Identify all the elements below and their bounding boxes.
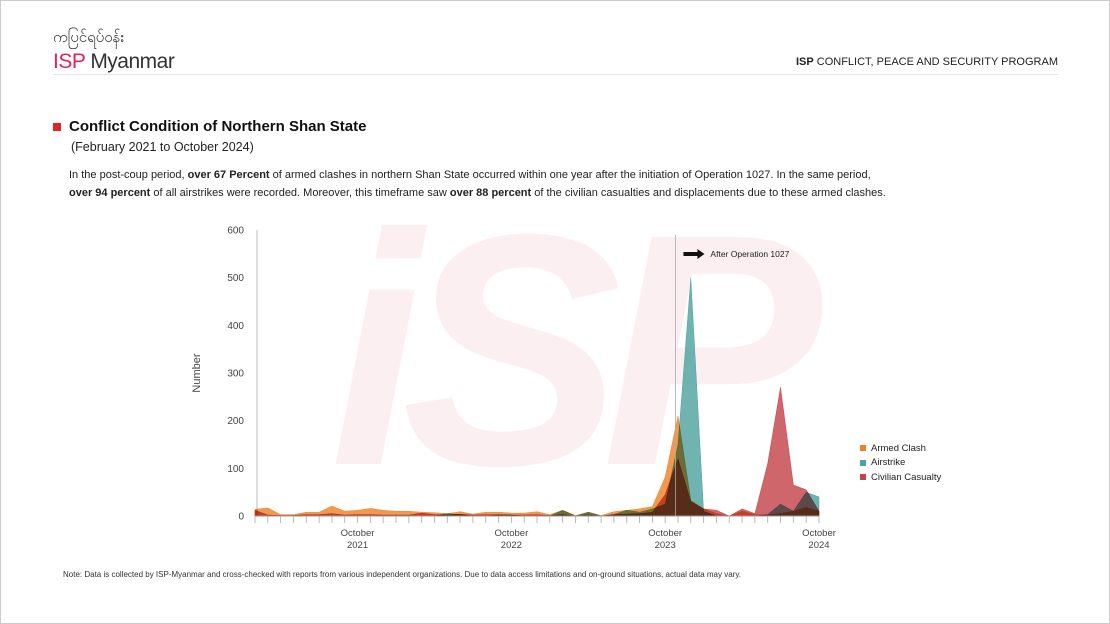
legend-item: Airstrike	[860, 456, 941, 471]
legend-item: Civilian Casualty	[860, 470, 941, 485]
area-airstrike	[255, 277, 820, 517]
arrow-right-icon	[683, 249, 705, 259]
legend-swatch	[860, 445, 866, 452]
x-tick-label: October	[802, 528, 836, 539]
x-tick-label: 2023	[655, 540, 676, 551]
y-tick-label: 100	[227, 464, 244, 475]
legend-label: Airstrike	[871, 457, 906, 469]
program-name: ISP CONFLICT, PEACE AND SECURITY PROGRAM	[796, 56, 1058, 68]
area-civilian-casualty	[254, 387, 820, 517]
desc-text: In the post-coup period,	[69, 169, 188, 181]
desc-highlight: over 94 percent	[69, 187, 151, 199]
y-tick-label: 300	[227, 369, 244, 380]
desc-text: of armed clashes in northern Shan State …	[269, 169, 871, 181]
y-tick-label: 400	[227, 321, 244, 332]
logo-isp: ISP	[53, 50, 85, 73]
legend-label: Civilian Casualty	[871, 471, 942, 483]
x-tick-label: October	[341, 528, 375, 539]
title-bullet-icon	[53, 123, 61, 131]
program-bold: ISP	[795, 56, 814, 68]
y-axis-label: Number	[191, 353, 203, 392]
desc-text: of the civilian casualties and displacem…	[531, 187, 886, 199]
logo-myanmar: Myanmar	[90, 50, 175, 73]
program-rest: CONFLICT, PEACE AND SECURITY PROGRAM	[813, 56, 1058, 68]
area-armed-clash	[254, 415, 820, 517]
isp-watermark: iSP	[330, 165, 822, 534]
x-tick-label: 2022	[501, 540, 522, 551]
legend-swatch	[860, 474, 866, 481]
section-description: In the post-coup period, over 67 Percent…	[69, 166, 949, 202]
x-tick-label: October	[494, 528, 528, 539]
section-subtitle: (February 2021 to October 2024)	[71, 140, 254, 154]
y-tick-label: 200	[227, 416, 244, 427]
annotation-label: After Operation 1027	[710, 249, 789, 259]
legend-item: Armed Clash	[860, 441, 941, 456]
y-tick-label: 0	[238, 512, 244, 523]
logo-burmese-text: ကပြင်ရပ်ဝန်း	[53, 28, 125, 46]
x-tick-label: 2021	[347, 540, 368, 551]
desc-highlight: over 88 percent	[449, 187, 532, 199]
x-tick-label: 2024	[808, 540, 829, 551]
legend-swatch	[860, 459, 866, 466]
header-divider	[53, 74, 1058, 75]
y-tick-label: 500	[227, 273, 244, 284]
chart-legend: Armed Clash Airstrike Civilian Casualty	[860, 441, 941, 485]
desc-text: of all airstrikes were recorded. Moreove…	[150, 187, 450, 199]
isp-myanmar-logo: ISP Myanmar	[53, 50, 175, 74]
data-note: Note: Data is collected by ISP-Myanmar a…	[63, 570, 741, 579]
legend-label: Armed Clash	[871, 442, 926, 454]
section-title: Conflict Condition of Northern Shan Stat…	[69, 118, 367, 135]
y-tick-label: 600	[227, 226, 244, 237]
x-tick-label: October	[648, 528, 682, 539]
desc-highlight: over 67 Percent	[187, 169, 270, 181]
